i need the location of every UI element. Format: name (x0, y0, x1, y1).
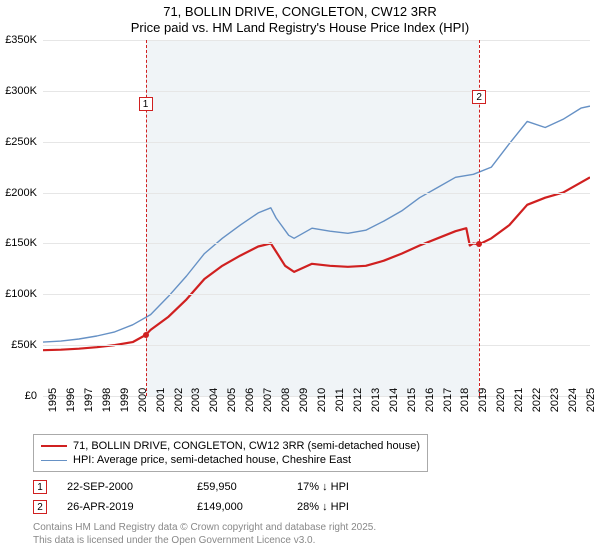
gridline-h (43, 142, 590, 143)
x-axis-label: 2013 (370, 388, 382, 412)
marker-box: 1 (139, 97, 153, 111)
transaction-delta: 17% ↓ HPI (297, 481, 397, 493)
legend-swatch-hpi (41, 460, 67, 461)
x-axis-label: 2022 (531, 388, 543, 412)
legend-label-subject: 71, BOLLIN DRIVE, CONGLETON, CW12 3RR (s… (73, 440, 420, 452)
x-axis-label: 2010 (316, 388, 328, 412)
x-axis-label: 2020 (495, 388, 507, 412)
x-axis-label: 2002 (173, 388, 185, 412)
legend-swatch-subject (41, 445, 67, 447)
line-series-svg (43, 40, 590, 396)
x-axis-label: 1998 (101, 388, 113, 412)
y-axis-label: £250K (5, 136, 37, 148)
y-axis-label: £300K (5, 85, 37, 97)
x-axis-label: 2000 (137, 388, 149, 412)
x-axis-label: 2023 (549, 388, 561, 412)
y-axis-label: £150K (5, 237, 37, 249)
x-axis-label: 1996 (65, 388, 77, 412)
footer: Contains HM Land Registry data © Crown c… (33, 522, 376, 547)
chart-area: £0£50K£100K£150K£200K£250K£300K£350K1995… (43, 40, 590, 428)
transactions-table: 1 22-SEP-2000 £59,950 17% ↓ HPI 2 26-APR… (33, 477, 397, 517)
x-axis-label: 2017 (442, 388, 454, 412)
y-axis-label: £200K (5, 187, 37, 199)
transaction-delta: 28% ↓ HPI (297, 501, 397, 513)
x-axis-label: 2006 (244, 388, 256, 412)
title-address: 71, BOLLIN DRIVE, CONGLETON, CW12 3RR (0, 4, 600, 20)
x-axis-label: 2014 (388, 388, 400, 412)
x-axis-label: 2025 (585, 388, 597, 412)
footer-line2: This data is licensed under the Open Gov… (33, 535, 376, 548)
transaction-row: 1 22-SEP-2000 £59,950 17% ↓ HPI (33, 477, 397, 497)
x-axis-label: 1997 (83, 388, 95, 412)
x-axis-label: 2001 (155, 388, 167, 412)
x-axis-label: 2008 (280, 388, 292, 412)
title-block: 71, BOLLIN DRIVE, CONGLETON, CW12 3RR Pr… (0, 0, 600, 37)
x-axis-label: 2015 (406, 388, 418, 412)
transaction-row: 2 26-APR-2019 £149,000 28% ↓ HPI (33, 497, 397, 517)
x-axis-label: 2011 (334, 388, 346, 412)
x-axis-label: 1995 (47, 388, 59, 412)
gridline-h (43, 91, 590, 92)
legend-label-hpi: HPI: Average price, semi-detached house,… (73, 454, 351, 466)
gridline-h (43, 243, 590, 244)
transaction-price: £149,000 (197, 501, 297, 513)
series-subject (43, 177, 590, 350)
y-axis-label: £350K (5, 34, 37, 46)
transaction-price: £59,950 (197, 481, 297, 493)
transaction-marker: 2 (33, 500, 47, 514)
x-axis-label: 2003 (190, 388, 202, 412)
gridline-h (43, 345, 590, 346)
legend-row-subject: 71, BOLLIN DRIVE, CONGLETON, CW12 3RR (s… (41, 440, 420, 452)
x-axis-label: 2004 (208, 388, 220, 412)
x-axis-label: 2007 (262, 388, 274, 412)
x-axis-label: 2012 (352, 388, 364, 412)
marker-box: 2 (472, 90, 486, 104)
plot-region: £0£50K£100K£150K£200K£250K£300K£350K1995… (43, 40, 590, 396)
x-axis-label: 1999 (119, 388, 131, 412)
x-axis-label: 2024 (567, 388, 579, 412)
transaction-dot (143, 332, 149, 338)
footer-line1: Contains HM Land Registry data © Crown c… (33, 522, 376, 535)
x-axis-label: 2021 (513, 388, 525, 412)
x-axis-label: 2005 (226, 388, 238, 412)
y-axis-label: £0 (25, 390, 37, 402)
chart-container: 71, BOLLIN DRIVE, CONGLETON, CW12 3RR Pr… (0, 0, 600, 560)
y-axis-label: £50K (11, 339, 37, 351)
legend: 71, BOLLIN DRIVE, CONGLETON, CW12 3RR (s… (33, 434, 428, 472)
gridline-h (43, 193, 590, 194)
legend-row-hpi: HPI: Average price, semi-detached house,… (41, 454, 420, 466)
x-axis-label: 2009 (298, 388, 310, 412)
gridline-h (43, 40, 590, 41)
marker-line (146, 40, 147, 396)
y-axis-label: £100K (5, 288, 37, 300)
transaction-dot (476, 241, 482, 247)
transaction-marker: 1 (33, 480, 47, 494)
x-axis-label: 2018 (459, 388, 471, 412)
gridline-h (43, 294, 590, 295)
title-subtitle: Price paid vs. HM Land Registry's House … (0, 20, 600, 36)
x-axis-label: 2016 (424, 388, 436, 412)
transaction-date: 22-SEP-2000 (67, 481, 197, 493)
transaction-date: 26-APR-2019 (67, 501, 197, 513)
